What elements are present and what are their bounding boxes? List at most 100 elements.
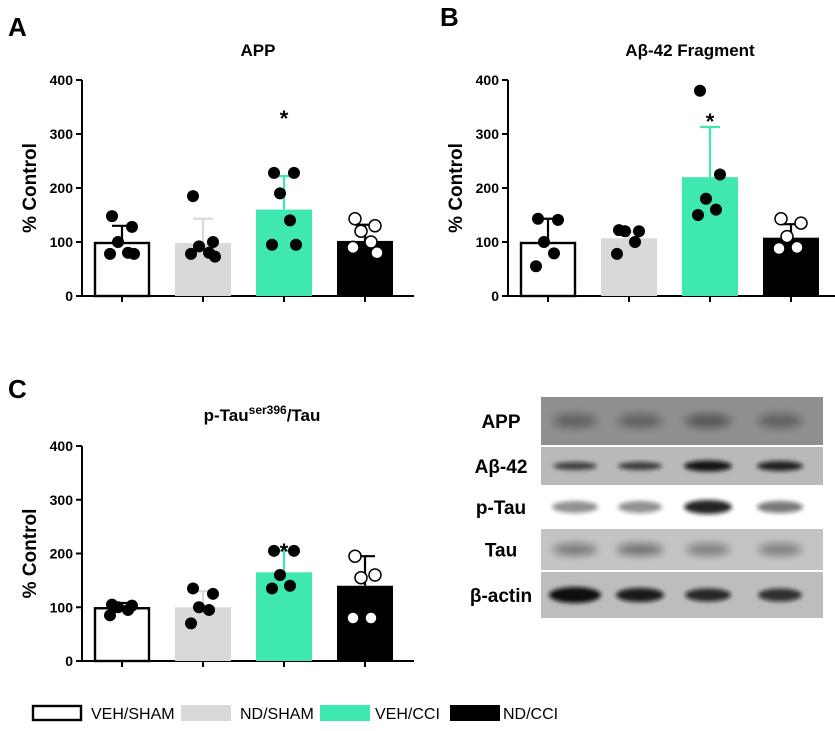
chart-title: p-Tauser396/Tau	[204, 403, 321, 425]
chart-title-main: p-Tau	[204, 406, 249, 425]
legend-label: ND/CCI	[503, 706, 558, 723]
legend-swatch	[31, 704, 83, 722]
blot-band	[618, 462, 662, 470]
data-point	[694, 84, 706, 97]
data-point	[354, 224, 368, 238]
blot-band	[618, 414, 662, 428]
data-point	[185, 247, 197, 260]
blot-band	[553, 543, 597, 556]
blot-band	[757, 461, 803, 471]
legend: VEH/SHAM ND/SHAM VEH/CCI ND/CCI	[31, 704, 558, 723]
data-point	[128, 247, 140, 260]
data-point	[207, 236, 219, 248]
chart-panel-c: Cp-Tauser396/Tau % Control 0 100 200 300 400 *	[8, 374, 414, 669]
y-tick-label: 100	[476, 234, 500, 250]
data-point	[710, 203, 722, 216]
chart-title-suffix: /Tau	[287, 406, 321, 425]
bar	[256, 209, 312, 296]
y-tick-label: 200	[50, 180, 74, 196]
blot-band	[618, 501, 662, 513]
bar	[93, 241, 151, 298]
y-tick-label: 0	[491, 288, 499, 304]
data-point	[532, 212, 544, 225]
data-point	[209, 250, 221, 263]
y-tick-label: 400	[50, 438, 74, 454]
chart-title: APP	[241, 41, 276, 60]
data-point	[288, 166, 300, 179]
data-point	[552, 213, 564, 226]
blot-band	[549, 587, 601, 603]
data-point	[348, 212, 362, 226]
data-point	[629, 236, 641, 248]
bar	[256, 572, 312, 661]
data-point	[104, 247, 116, 260]
bar	[93, 607, 151, 663]
data-point	[368, 219, 382, 233]
data-point	[193, 601, 205, 614]
chart-panel-b: B Aβ-42 Fragment % Control 0 100 200 300 400 *	[440, 2, 835, 304]
chart-title: Aβ-42 Fragment	[625, 41, 755, 60]
panel-letter: B	[440, 2, 459, 32]
data-point	[290, 238, 302, 251]
bar	[337, 240, 393, 296]
data-point	[700, 192, 712, 205]
data-point	[772, 241, 786, 256]
y-tick-label: 100	[50, 234, 74, 250]
y-axis-label: % Control	[20, 509, 41, 599]
data-point	[112, 236, 124, 248]
y-tick-label: 0	[65, 653, 73, 669]
data-point	[274, 569, 286, 581]
data-point	[633, 225, 645, 238]
data-point	[346, 611, 360, 625]
bar	[601, 238, 657, 296]
legend-swatch	[181, 705, 231, 721]
y-tick-label: 300	[50, 126, 74, 142]
panel-letter: A	[8, 12, 27, 42]
data-point	[780, 229, 794, 244]
blot-row-label: p-Tau	[476, 498, 526, 519]
data-point	[207, 587, 219, 600]
blot-band	[758, 543, 802, 556]
blot-row-label: Aβ-42	[475, 457, 528, 478]
data-point	[106, 210, 118, 223]
y-tick-label: 200	[476, 180, 500, 196]
data-point	[187, 190, 199, 203]
data-point	[112, 601, 124, 614]
blot-band	[684, 460, 732, 472]
legend-swatch	[320, 705, 370, 721]
data-point	[611, 247, 623, 260]
blot-band	[616, 588, 664, 602]
blot-band	[617, 543, 663, 556]
significance-star: *	[280, 106, 289, 131]
data-point	[354, 570, 368, 585]
blot-band	[757, 501, 803, 513]
data-point	[268, 544, 280, 557]
data-point	[274, 187, 286, 200]
data-point	[714, 168, 726, 181]
data-point	[122, 603, 134, 616]
significance-star: *	[706, 109, 715, 134]
western-blot-image: APP Aβ-42 p-Tau Tau β-actin	[470, 397, 823, 618]
data-point	[268, 166, 280, 179]
bar	[175, 243, 231, 296]
data-point	[790, 240, 804, 255]
data-point	[364, 235, 378, 249]
data-point	[346, 240, 360, 255]
data-point	[185, 617, 197, 630]
data-point	[364, 611, 378, 625]
data-point	[794, 216, 808, 230]
data-point	[530, 260, 542, 273]
data-point	[104, 609, 116, 622]
data-point	[774, 212, 788, 226]
bar	[337, 585, 393, 661]
y-axis-label: % Control	[20, 143, 41, 233]
chart-panel-a: A APP % Control 0 100 200 300 400 *	[8, 12, 414, 304]
data-point	[187, 582, 199, 595]
panel-letter: C	[8, 374, 27, 404]
legend-label: VEH/SHAM	[91, 706, 175, 723]
blot-band	[685, 588, 731, 602]
data-point	[284, 579, 296, 592]
chart-title-main: Aβ-42 Fragment	[625, 41, 755, 60]
data-point	[126, 220, 138, 233]
